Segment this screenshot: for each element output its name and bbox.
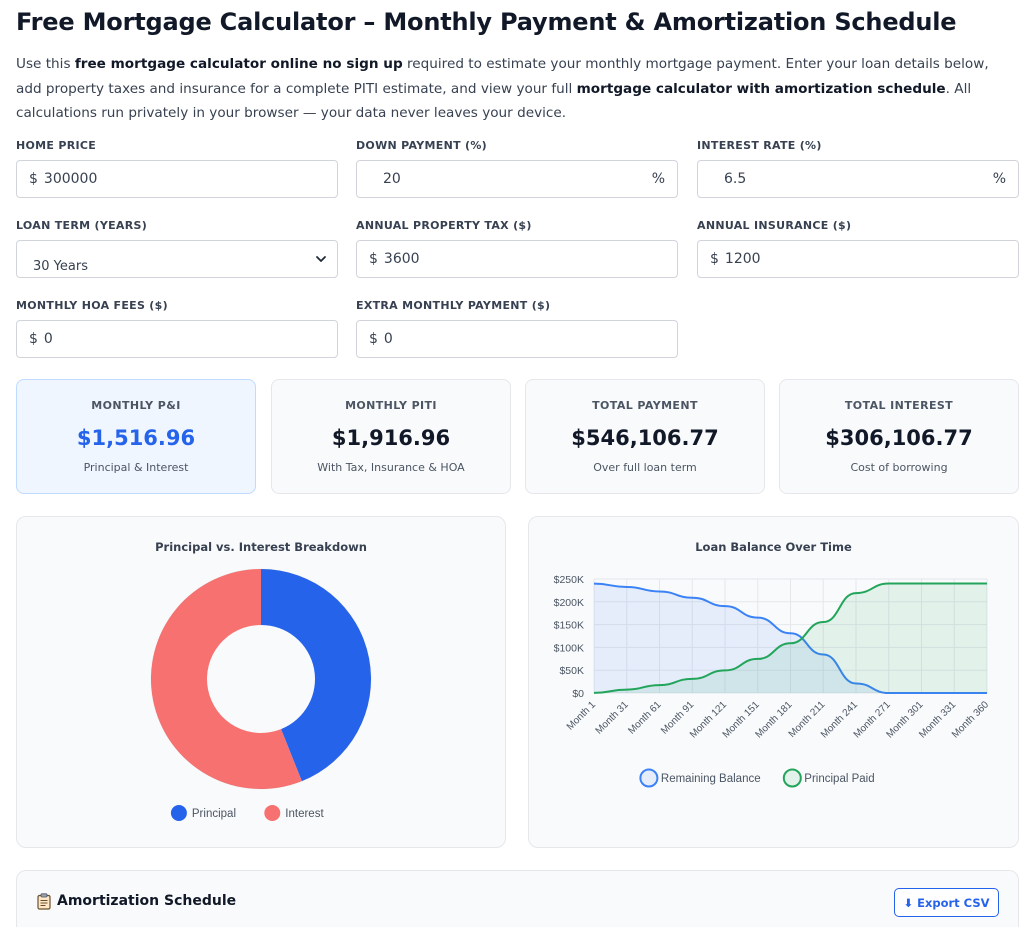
donut-outline — [150, 568, 372, 790]
home-price-label: HOME PRICE — [16, 139, 97, 152]
dollar-prefix: $ — [29, 171, 38, 187]
legend-label: Principal Paid — [804, 773, 874, 785]
hoa-value: 0 — [43, 331, 53, 347]
percent-suffix: % — [651, 171, 665, 187]
stat-sub: Principal & Interest — [83, 461, 189, 474]
insurance-field: ANNUAL INSURANCE ($) $ 1200 — [697, 219, 1019, 278]
stat-sub: With Tax, Insurance & HOA — [317, 461, 465, 474]
legend-label: Interest — [285, 808, 324, 820]
insurance-input[interactable]: $ 1200 — [697, 240, 1019, 278]
donut-chart: Principal Interest — [150, 568, 372, 821]
stat-label: TOTAL PAYMENT — [592, 399, 698, 412]
home-price-field: HOME PRICE $ 300000 — [16, 139, 338, 198]
dollar-prefix: $ — [369, 331, 378, 347]
loan-term-select[interactable]: 30 Years — [16, 240, 338, 278]
chevron-down-icon — [316, 256, 326, 262]
stat-card-total-interest: TOTAL INTEREST $306,106.77 Cost of borro… — [779, 379, 1019, 494]
stat-sub: Cost of borrowing — [850, 461, 948, 474]
property-tax-input[interactable]: $ 3600 — [356, 240, 678, 278]
extra-payment-input[interactable]: $ 0 — [356, 320, 678, 358]
donut-slice-interest[interactable] — [150, 569, 302, 789]
x-tick-label: Month 61 — [626, 699, 664, 737]
extra-payment-value: 0 — [383, 331, 393, 347]
stat-card-total-payment: TOTAL PAYMENT $546,106.77 Over full loan… — [525, 379, 765, 494]
legend-item-principal-paid[interactable]: Principal Paid — [782, 768, 875, 788]
stat-value: $306,106.77 — [825, 426, 973, 450]
insurance-label: ANNUAL INSURANCE ($) — [697, 219, 852, 232]
intro-text: Use this free mortgage calculator online… — [16, 56, 989, 121]
amortization-card: Amortization Schedule ⬇ Export CSV — [16, 870, 1019, 927]
down-payment-input[interactable]: 20 % — [356, 160, 678, 198]
series-area-1 — [594, 583, 987, 693]
down-payment-value: 20 — [383, 171, 401, 187]
hoa-input[interactable]: $ 0 — [16, 320, 338, 358]
stat-sub: Over full loan term — [593, 461, 697, 474]
amortization-title: Amortization Schedule — [57, 893, 237, 909]
interest-rate-label: INTEREST RATE (%) — [697, 139, 822, 152]
series-area-0 — [594, 583, 987, 693]
chart-title: Principal vs. Interest Breakdown — [155, 540, 367, 554]
stat-card-monthly-pi: MONTHLY P&I $1,516.96 Principal & Intere… — [16, 379, 256, 494]
down-payment-label: DOWN PAYMENT (%) — [356, 139, 488, 152]
property-tax-label: ANNUAL PROPERTY TAX ($) — [356, 219, 532, 232]
legend-item-interest[interactable]: Interest — [264, 805, 324, 821]
down-payment-field: DOWN PAYMENT (%) 20 % — [356, 139, 678, 198]
stat-label: TOTAL INTEREST — [844, 399, 954, 412]
stat-value: $546,106.77 — [571, 426, 719, 450]
stat-value: $1,916.96 — [331, 426, 451, 450]
interest-rate-field: INTEREST RATE (%) 6.5 % — [697, 139, 1019, 198]
property-tax-field: ANNUAL PROPERTY TAX ($) $ 3600 — [356, 219, 678, 278]
loan-term-value: 30 Years — [33, 259, 88, 274]
y-tick-label: $250K — [554, 574, 584, 586]
y-tick-label: $0 — [572, 688, 584, 700]
property-tax-value: 3600 — [383, 251, 420, 267]
loan-term-field: LOAN TERM (YEARS) 30 Years — [16, 219, 338, 278]
chart-title: Loan Balance Over Time — [695, 540, 852, 554]
y-tick-label: $200K — [554, 597, 584, 609]
dollar-prefix: $ — [29, 331, 38, 347]
donut-slice-principal[interactable] — [261, 569, 371, 782]
x-tick-label: Month 1 — [565, 699, 599, 733]
stat-card-monthly-piti: MONTHLY PITI $1,916.96 With Tax, Insuran… — [271, 379, 511, 494]
legend-swatch — [639, 768, 659, 788]
stat-label: MONTHLY PITI — [345, 399, 437, 412]
insurance-value: 1200 — [724, 251, 761, 267]
y-tick-label: $100K — [554, 642, 584, 654]
legend-swatch — [170, 805, 187, 821]
clipboard-icon — [37, 893, 51, 910]
hoa-field: MONTHLY HOA FEES ($) $ 0 — [16, 299, 338, 358]
percent-suffix: % — [992, 171, 1006, 187]
dollar-prefix: $ — [369, 251, 378, 267]
stat-label: MONTHLY P&I — [91, 399, 181, 412]
export-csv-button[interactable]: ⬇ Export CSV — [894, 888, 999, 917]
stat-value: $1,516.96 — [76, 426, 196, 450]
principal-interest-chart-card: Principal vs. Interest Breakdown Princip… — [16, 516, 506, 848]
loan-balance-chart-card: Loan Balance Over Time $0 $50K $100K $150K $… — [528, 516, 1019, 848]
y-tick-label: $50K — [559, 665, 584, 677]
series-line-principal-paid — [593, 582, 987, 694]
dollar-prefix: $ — [710, 251, 719, 267]
extra-payment-field: EXTRA MONTHLY PAYMENT ($) $ 0 — [356, 299, 678, 358]
extra-payment-label: EXTRA MONTHLY PAYMENT ($) — [356, 299, 551, 312]
hoa-label: MONTHLY HOA FEES ($) — [16, 299, 168, 312]
legend-item-remaining-balance[interactable]: Remaining Balance — [639, 768, 761, 788]
legend-label: Principal — [192, 808, 236, 820]
legend-item-principal[interactable]: Principal — [170, 805, 236, 821]
series-line-remaining-balance — [593, 582, 987, 694]
legend-label: Remaining Balance — [661, 773, 761, 785]
legend-swatch — [264, 805, 281, 821]
page-title: Free Mortgage Calculator – Monthly Payme… — [16, 8, 957, 36]
x-tick-label: Month 31 — [594, 699, 632, 737]
y-tick-label: $150K — [554, 620, 584, 632]
home-price-value: 300000 — [43, 171, 98, 187]
legend-swatch — [782, 768, 802, 788]
interest-rate-input[interactable]: 6.5 % — [697, 160, 1019, 198]
home-price-input[interactable]: $ 300000 — [16, 160, 338, 198]
loan-term-label: LOAN TERM (YEARS) — [16, 219, 148, 232]
interest-rate-value: 6.5 — [724, 171, 747, 187]
